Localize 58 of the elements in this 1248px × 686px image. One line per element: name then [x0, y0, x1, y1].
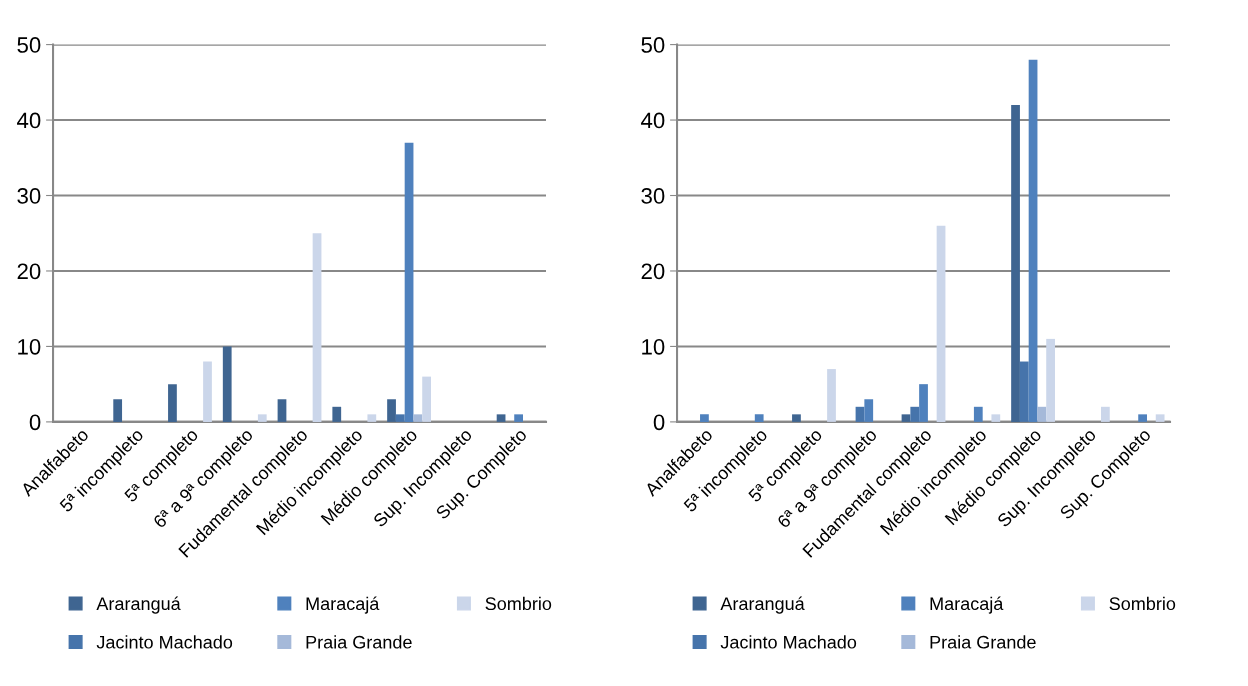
- bar: [413, 414, 423, 422]
- legend-label: Sombrio: [1109, 596, 1176, 611]
- bar: [113, 399, 123, 422]
- bar: [332, 406, 342, 422]
- bar: [367, 414, 377, 422]
- y-tick-label: 30: [17, 188, 41, 204]
- y-tick-label: 20: [17, 263, 41, 280]
- bar: [792, 414, 801, 422]
- y-tick-label: 20: [641, 263, 665, 280]
- legend-label: Sombrio: [485, 596, 552, 611]
- bar: [700, 414, 709, 422]
- bar: [901, 414, 911, 422]
- bar: [973, 406, 983, 422]
- bar: [1100, 406, 1110, 422]
- bar: [312, 233, 322, 422]
- y-tick-label: 40: [641, 112, 665, 129]
- bar: [936, 225, 946, 422]
- bar: [514, 414, 523, 422]
- bar: [1138, 414, 1147, 422]
- y-tick-label: 0: [29, 414, 41, 431]
- y-tick-label: 0: [653, 414, 665, 431]
- legend-label: Jacinto Machado: [96, 635, 233, 649]
- bar: [1037, 406, 1047, 422]
- y-tick-label: 50: [641, 37, 665, 53]
- bar: [277, 399, 287, 422]
- bar: [855, 406, 865, 422]
- bar: [910, 406, 920, 422]
- y-tick-label: 10: [18, 338, 41, 355]
- legend-label: Jacinto Machado: [720, 635, 857, 649]
- bar: [496, 414, 506, 422]
- legend-label: Maracajá: [930, 596, 1004, 614]
- legend-label: Praia Grande: [306, 635, 412, 649]
- legend-label: Maracajá: [306, 596, 380, 614]
- y-tick-label: 40: [17, 112, 41, 129]
- legend-label: Araranguá: [96, 596, 181, 614]
- bar: [991, 414, 1001, 422]
- bar: [827, 369, 836, 422]
- bar: [395, 414, 405, 422]
- bar: [754, 414, 764, 422]
- bar: [1028, 59, 1038, 422]
- legend-label: Araranguá: [720, 596, 805, 614]
- y-tick-label: 50: [17, 37, 41, 53]
- bar: [203, 361, 212, 422]
- bar: [387, 399, 396, 422]
- bar: [864, 399, 874, 422]
- bar: [919, 384, 928, 422]
- bar: [1019, 361, 1029, 422]
- y-tick-label: 10: [642, 338, 665, 355]
- bar: [1155, 414, 1165, 422]
- y-tick-label: 30: [641, 188, 665, 204]
- legend-label: Praia Grande: [930, 635, 1036, 649]
- bar: [257, 414, 267, 422]
- bar: [1011, 104, 1020, 422]
- bar: [168, 384, 177, 422]
- bar: [422, 376, 431, 422]
- bar: [404, 142, 414, 422]
- bar: [222, 346, 232, 422]
- bar: [1046, 338, 1055, 422]
